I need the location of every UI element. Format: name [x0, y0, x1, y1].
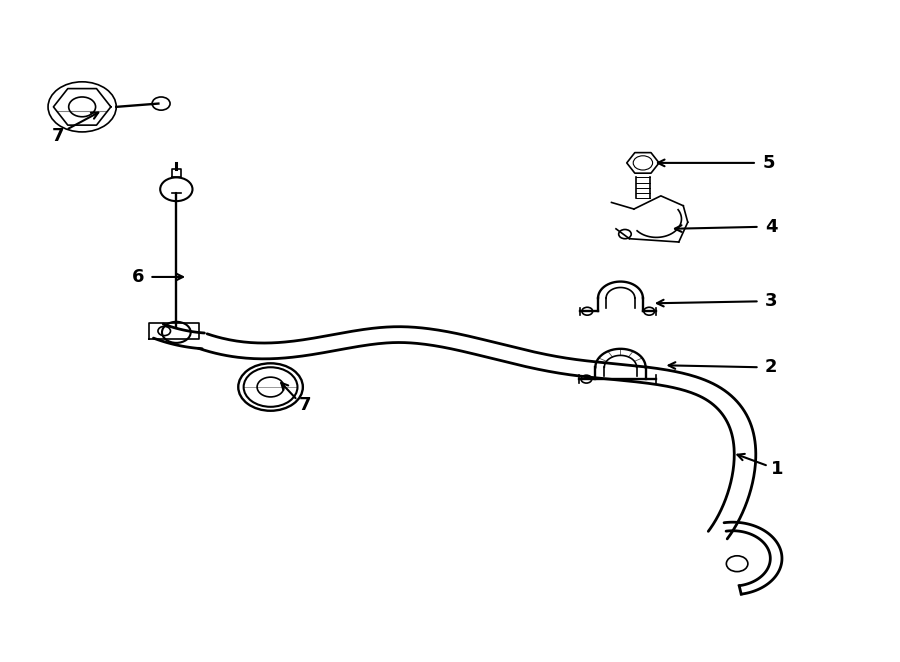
Text: 7: 7: [51, 127, 64, 145]
Text: 5: 5: [762, 154, 775, 172]
Text: 1: 1: [771, 461, 784, 479]
Text: 7: 7: [299, 396, 310, 414]
Text: 3: 3: [765, 293, 778, 310]
Text: 4: 4: [765, 218, 778, 236]
Text: 2: 2: [765, 358, 778, 376]
Text: 6: 6: [131, 268, 144, 286]
